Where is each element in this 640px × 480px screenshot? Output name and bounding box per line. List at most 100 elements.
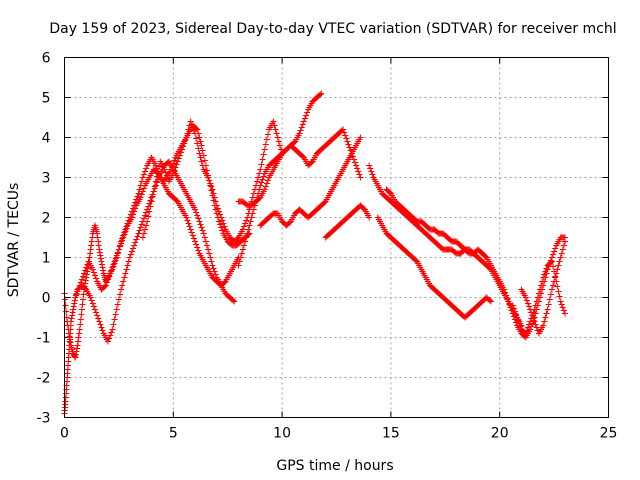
data-point [342,132,349,139]
data-point [194,126,201,133]
data-point [123,266,130,273]
data-point [110,261,117,268]
data-point [344,138,351,145]
data-point [143,209,150,216]
data-point [186,223,193,230]
data-point [353,162,360,169]
series-track-14 [518,238,568,337]
data-point [118,240,125,247]
data-point [246,222,253,229]
data-point [553,270,560,277]
y-axis-label: SDTVAR / TECUs [6,183,22,298]
data-point [80,291,87,298]
data-point [74,288,81,295]
data-point [221,223,228,230]
data-point [138,178,145,185]
data-point [211,268,218,275]
data-point [206,250,213,257]
data-point [532,302,539,309]
data-point [197,138,204,145]
data-point [171,167,178,174]
data-point [502,289,509,296]
data-point [239,226,246,233]
data-point [174,158,181,165]
y-tick-label: 3 [42,171,51,187]
data-point [548,258,555,265]
series-track-10 [374,214,494,321]
data-point [238,250,245,257]
data-point [299,121,306,128]
data-point [505,298,512,305]
data-point [526,303,533,310]
data-point [106,273,113,280]
data-point [111,316,118,323]
data-point [132,205,139,212]
data-point [138,221,145,228]
data-point [539,278,546,285]
data-point [88,242,95,249]
data-point [105,276,112,283]
data-point [540,322,547,329]
data-point [540,274,547,281]
data-point [263,180,270,187]
data-point [368,168,375,175]
data-point [263,136,270,143]
data-point [143,222,150,229]
data-point [103,279,110,286]
data-point [190,127,197,134]
data-point [367,165,374,172]
data-point [183,214,190,221]
data-point [99,264,106,271]
data-point [176,152,183,159]
y-tick-label: 1 [42,251,51,267]
data-point [99,327,106,334]
data-point [192,206,199,213]
data-point [196,218,203,225]
data-point [543,310,550,317]
data-point [162,169,169,176]
data-point [106,335,113,342]
data-point [207,180,214,187]
series-track-8 [322,202,373,241]
data-point [355,168,362,175]
data-point [524,324,531,331]
data-point [198,158,205,165]
data-point [82,277,89,284]
data-point [116,291,123,298]
data-point [185,126,192,133]
data-point [143,165,150,172]
y-tick-label: 4 [42,131,51,147]
data-point [561,238,568,245]
data-point [550,251,557,258]
data-point [276,142,283,149]
data-point [264,131,271,138]
data-point [516,320,523,327]
data-point [107,270,114,277]
y-tick-label: 2 [42,211,51,227]
data-point [88,238,95,245]
data-point [318,90,325,97]
data-point [297,127,304,134]
data-point [131,208,138,215]
data-point [554,283,561,290]
data-point [345,141,352,148]
data-point [101,283,108,290]
data-point [149,193,156,200]
data-point [70,306,77,313]
data-point [137,194,144,201]
data-point [140,230,147,237]
data-point [196,150,203,157]
data-point [554,266,561,273]
data-point [130,245,137,252]
data-point [317,91,324,98]
data-point [257,166,264,173]
data-point [71,297,78,304]
data-point [207,254,214,261]
series-track-7 [257,134,364,229]
data-point [95,238,102,245]
data-point [366,162,373,169]
x-axis-label: GPS time / hours [276,458,393,474]
data-point [211,194,218,201]
data-point [96,249,103,256]
x-tick-label: 25 [600,426,618,442]
